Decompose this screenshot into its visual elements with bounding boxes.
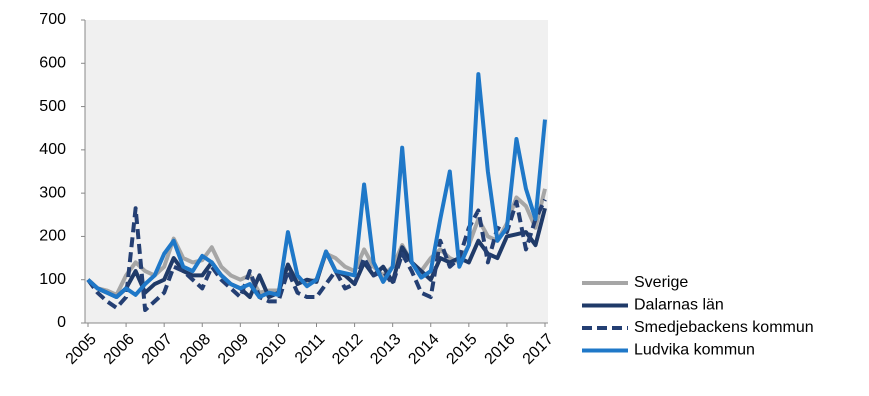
legend-label: Sverige	[634, 274, 688, 291]
legend-label: Smedjebackens kommun	[634, 319, 814, 336]
y-tick-label: 700	[39, 11, 66, 28]
x-tick-label: 2017	[520, 331, 557, 368]
x-tick-label: 2013	[367, 331, 404, 368]
x-tick-label: 2014	[405, 331, 442, 368]
y-tick-label: 300	[39, 184, 66, 201]
x-tick-label: 2006	[101, 331, 138, 368]
y-tick-label: 200	[39, 228, 66, 245]
y-tick-label: 0	[57, 314, 66, 331]
x-tick-label: 2016	[482, 331, 519, 368]
x-tick-label: 2012	[329, 331, 366, 368]
x-tick-label: 2009	[215, 331, 252, 368]
x-tick-label: 2005	[63, 331, 100, 368]
y-tick-label: 600	[39, 55, 66, 72]
y-tick-label: 500	[39, 98, 66, 115]
legend-label: Dalarnas län	[634, 297, 724, 314]
x-tick-label: 2011	[292, 331, 328, 367]
x-tick-label: 2008	[177, 331, 214, 368]
y-tick-label: 100	[39, 271, 66, 288]
y-tick-label: 400	[39, 141, 66, 158]
plot-area	[85, 20, 548, 323]
series-line	[86, 72, 547, 300]
x-tick-label: 2010	[253, 331, 290, 368]
x-tick-label: 2015	[443, 331, 480, 368]
x-tick-label: 2007	[139, 331, 176, 368]
legend-label: Ludvika kommun	[634, 342, 755, 359]
